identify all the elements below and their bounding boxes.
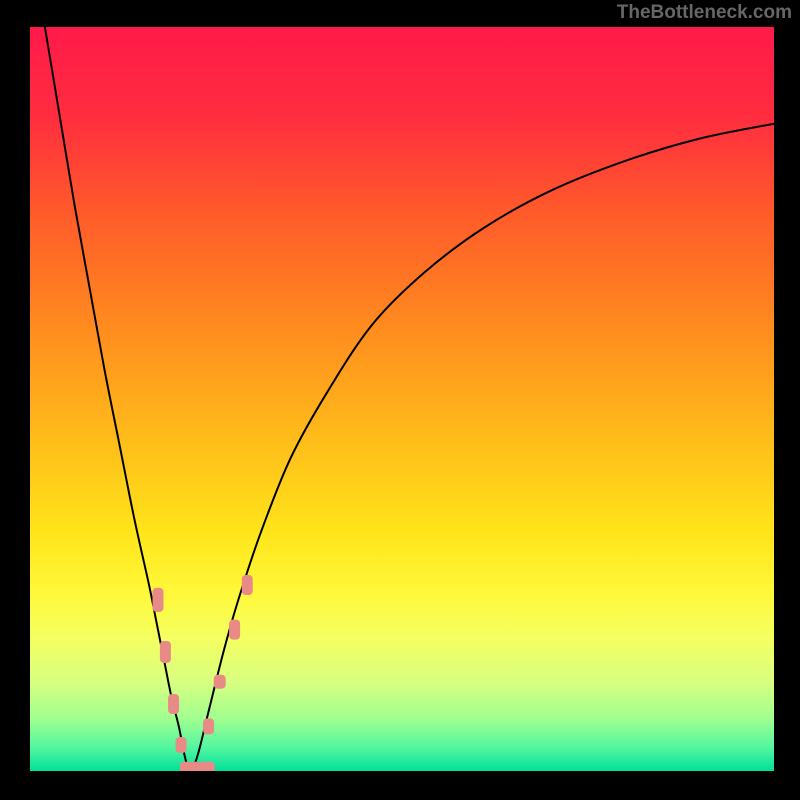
plot-area <box>30 27 774 771</box>
watermark-text: TheBottleneck.com <box>617 2 792 24</box>
marker-point <box>229 620 240 640</box>
marker-point <box>168 694 179 714</box>
marker-point <box>242 575 253 595</box>
marker-point <box>203 718 214 734</box>
marker-point <box>176 737 187 753</box>
marker-point <box>160 641 171 663</box>
chart-svg <box>30 27 774 771</box>
chart-container: TheBottleneck.com <box>0 0 800 800</box>
marker-point <box>214 675 226 689</box>
marker-point <box>195 762 215 771</box>
marker-point <box>152 588 163 612</box>
